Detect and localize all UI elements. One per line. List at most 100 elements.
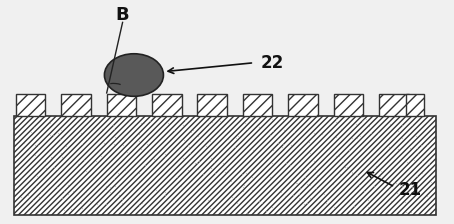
Point [30,125,38,129]
Point [352,198,359,202]
Point [118,197,126,201]
Point [244,127,251,130]
Point [398,184,405,188]
Point [200,139,207,142]
Point [46,118,54,122]
Point [219,210,226,213]
Point [64,192,71,196]
Point [311,167,319,171]
Point [188,130,195,134]
Point [135,133,143,136]
Point [365,124,373,128]
Point [81,158,88,162]
Point [152,172,159,175]
Bar [61,94,91,116]
Point [64,183,72,187]
Point [329,182,336,185]
Point [267,134,274,137]
Bar [16,94,45,116]
Point [395,130,402,133]
Point [136,204,143,207]
Point [370,184,377,188]
Point [111,142,118,146]
Point [211,160,218,164]
Point [170,201,178,204]
Point [369,134,376,138]
Point [393,181,400,184]
Point [54,167,61,171]
Point [207,156,214,159]
Point [403,161,410,164]
Point [74,162,81,166]
Point [106,190,114,194]
Point [376,174,383,178]
Point [109,123,117,127]
Point [32,184,39,188]
Point [102,184,109,187]
Point [234,134,242,137]
Point [32,153,39,156]
Point [306,196,313,200]
Point [402,200,409,203]
Point [162,152,169,156]
Point [21,182,28,185]
Point [115,171,122,175]
Point [410,158,418,162]
Point [231,145,238,149]
Point [86,199,94,202]
Bar [379,94,409,116]
Bar [14,116,436,215]
Point [312,177,320,181]
Point [136,180,143,183]
Point [193,162,201,165]
Point [161,193,168,197]
Point [274,141,281,144]
Point [418,159,425,162]
Point [47,155,54,159]
Point [59,196,66,199]
Point [46,133,54,137]
Point [60,189,68,192]
Point [118,201,125,205]
Point [268,161,276,165]
Point [303,182,311,185]
Point [333,120,340,124]
Point [282,161,290,165]
Point [318,132,325,135]
Point [232,136,239,140]
Bar [288,94,318,116]
Point [259,201,266,205]
Point [152,148,159,151]
Point [233,201,240,205]
Point [100,141,108,144]
Point [199,173,207,176]
Point [205,122,212,126]
Point [79,142,86,146]
Point [185,144,192,147]
Point [136,148,143,152]
Point [375,132,382,135]
Point [305,140,312,144]
Point [135,171,143,174]
Point [56,137,64,141]
Point [195,135,202,138]
Point [353,174,360,177]
Point [42,159,49,163]
Bar [334,94,363,116]
Point [207,207,214,210]
Point [138,202,145,205]
Point [354,157,361,161]
Point [292,181,300,184]
Point [112,136,119,139]
Point [307,183,314,187]
Point [360,117,367,121]
Point [413,134,420,138]
Point [98,154,105,158]
Point [106,185,114,189]
Point [377,169,385,172]
Point [78,131,85,135]
Point [119,143,126,147]
Point [69,189,77,193]
Point [250,148,257,152]
Point [293,182,301,185]
